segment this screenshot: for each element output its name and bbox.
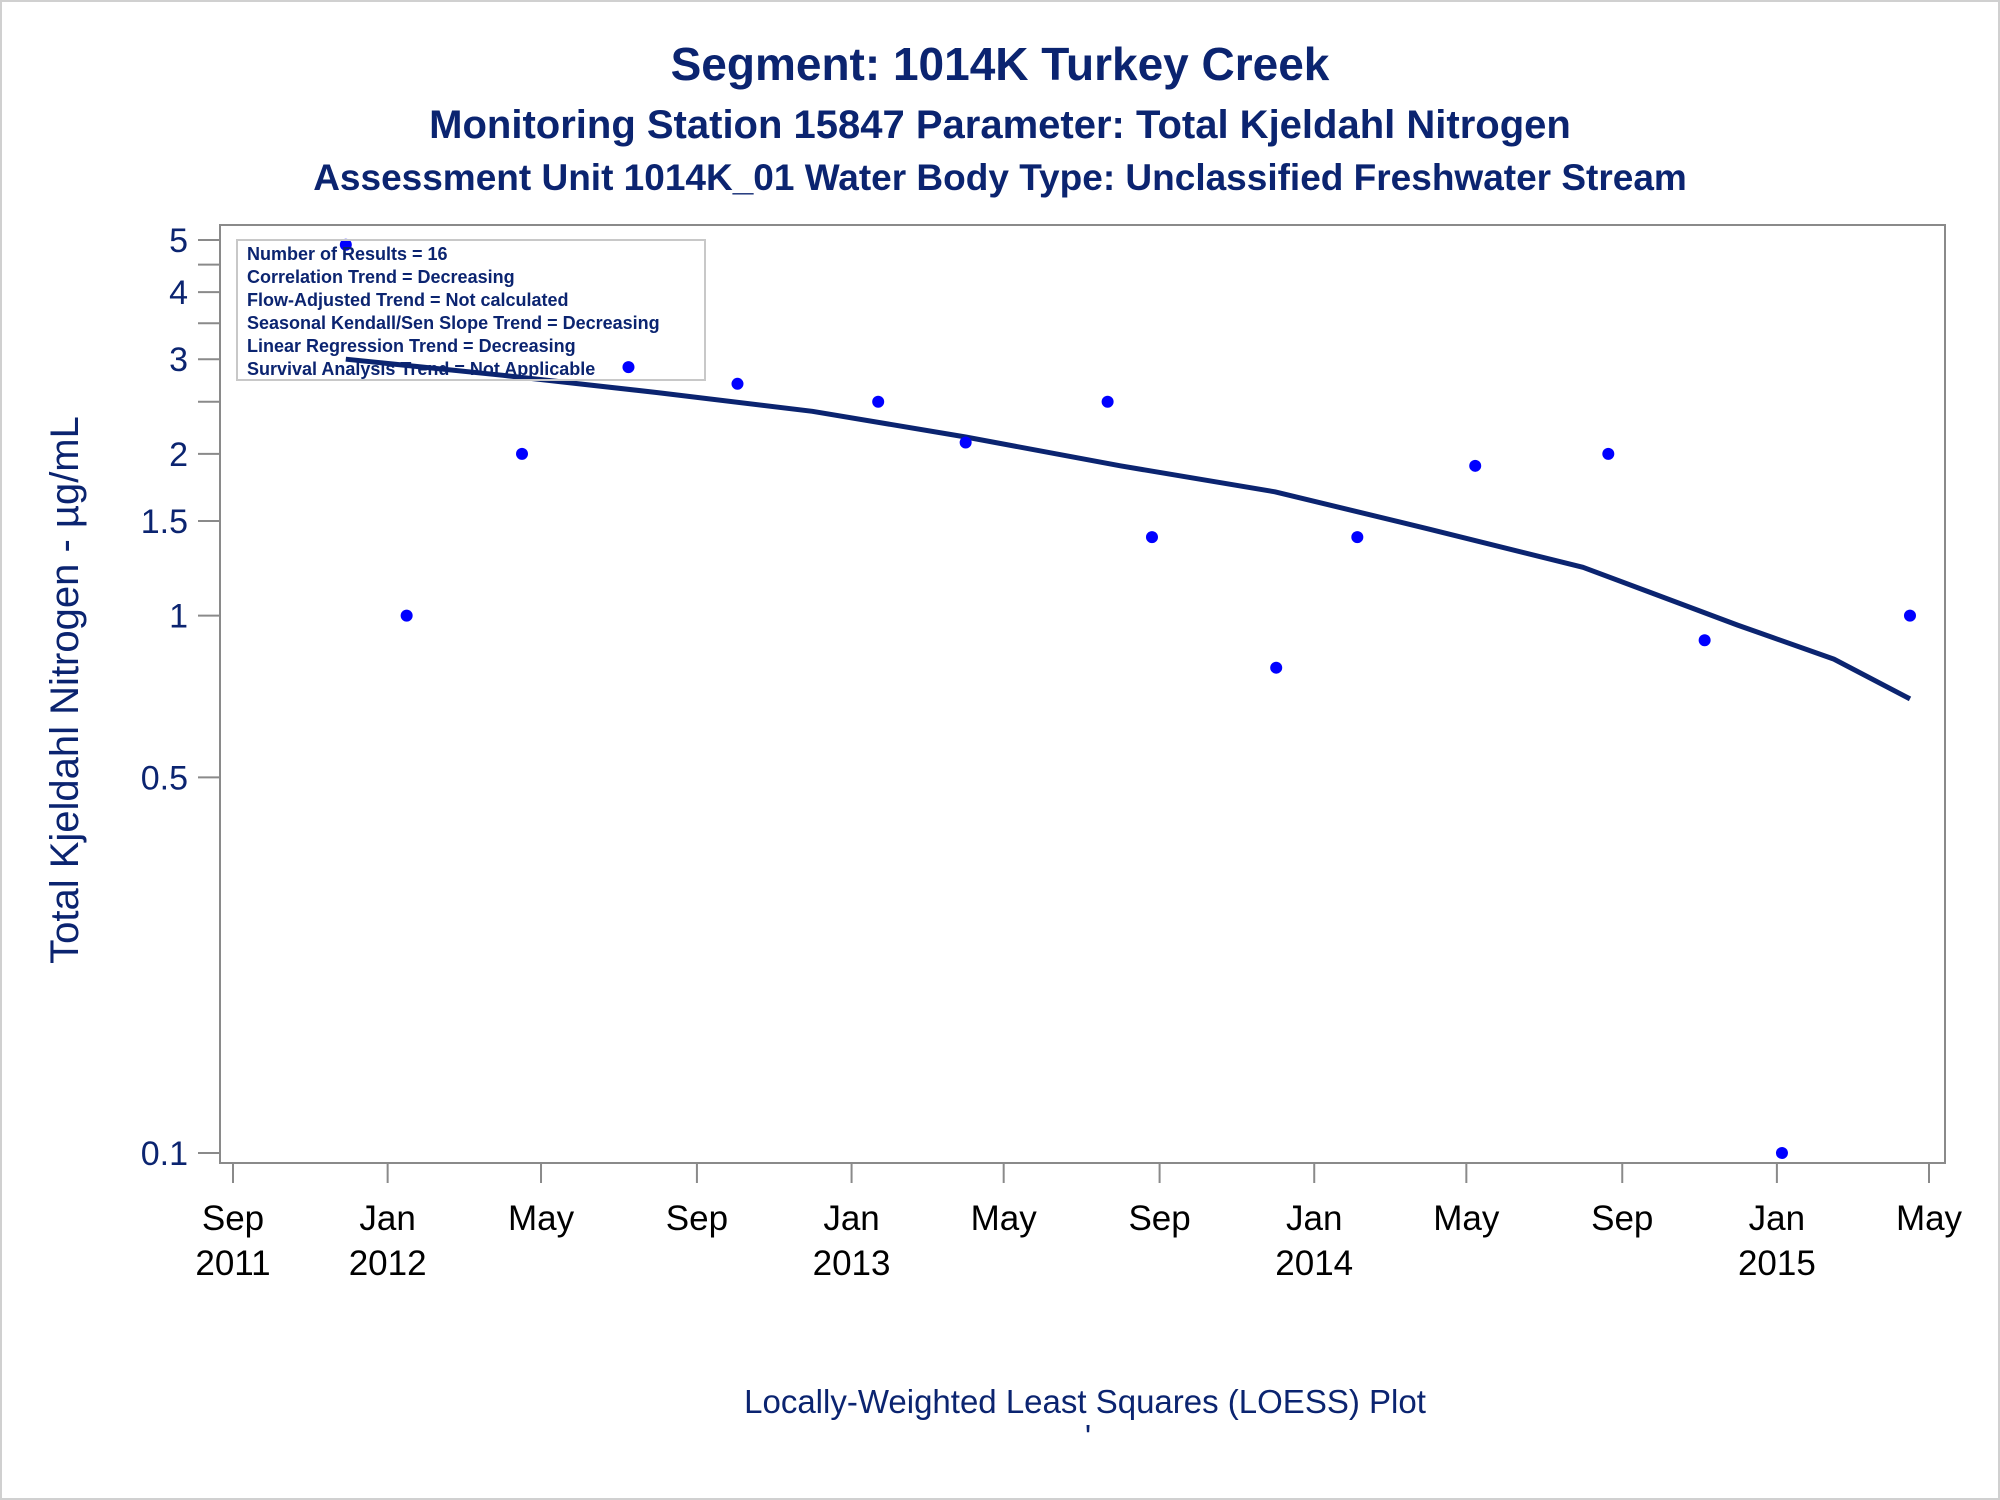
data-point [1775,1147,1788,1159]
y-tick-label: 1.5 [141,503,188,541]
x-tick-year-label: 2015 [1738,1244,1816,1283]
x-tick-label: Jan [1749,1199,1805,1238]
data-point [339,238,352,251]
data-point [516,447,529,460]
data-point [959,436,972,449]
y-tick-label: 4 [169,274,188,312]
chart-title: Segment: 1014K Turkey Creek [671,38,1330,90]
data-point [1602,447,1615,460]
loess-curve [345,356,1912,702]
legend-entry: Linear Regression Trend = Decreasing [247,336,576,356]
data-point [1270,661,1283,674]
legend-entry: Flow-Adjusted Trend = Not calculated [247,290,569,310]
data-point [1698,634,1711,647]
x-tick-label: Jan [359,1199,415,1238]
x-tick-label: May [1896,1199,1963,1238]
y-tick-label: 2 [169,436,188,474]
data-point [400,609,413,622]
x-tick-label: May [1433,1199,1500,1238]
legend-entry: Seasonal Kendall/Sen Slope Trend = Decre… [247,313,660,333]
loess-layer [345,356,1912,702]
x-tick-year-label: 2011 [195,1244,270,1283]
x-tick-year-label: 2012 [349,1244,427,1283]
x-tick-label: Sep [1128,1199,1190,1238]
data-point [1351,531,1364,544]
x-tick-label: Sep [202,1199,264,1238]
data-point [1101,395,1114,408]
data-point [731,377,744,390]
y-tick-label: 3 [169,341,188,379]
footnote: Locally-Weighted Least Squares (LOESS) P… [744,1383,1426,1420]
trend-legend: Number of Results = 16 Correlation Trend … [236,239,706,381]
y-tick-label: 1 [169,598,188,636]
x-tick-label: Sep [1591,1199,1653,1238]
y-tick-label: 0.5 [141,759,188,797]
x-tick-label: May [971,1199,1038,1238]
x-tick-label: Sep [666,1199,728,1238]
x-tick-label: Jan [1286,1199,1342,1238]
data-point [622,361,635,374]
y-axis-label: Total Kjeldahl Nitrogen - µg/mL [43,416,87,964]
x-tick-year-label: 2013 [813,1244,891,1283]
x-tick-label: May [508,1199,575,1238]
x-tick-label: Jan [823,1199,879,1238]
legend-box [236,239,706,381]
y-axis: 0.1 0.5 1 1.5 2 3 4 5 [141,222,221,1173]
legend-entry: Number of Results = 16 [247,244,448,264]
chart-subtitle-2: Assessment Unit 1014K_01 Water Body Type… [313,157,1687,198]
x-axis: Sep 2011 Jan 2012 May Sep Jan 2013 May Sep Jan 2014… [195,1162,1963,1283]
data-point [872,395,885,408]
x-tick-year-label: 2014 [1275,1244,1353,1283]
data-point [1903,609,1916,622]
points-layer [339,238,1916,1159]
legend-entry: Correlation Trend = Decreasing [247,267,515,287]
footnote-mark: ' [1085,1418,1091,1455]
data-point [1469,459,1482,472]
chart-subtitle: Monitoring Station 15847 Parameter: Tota… [429,103,1571,147]
data-point [1145,531,1158,544]
legend-entry: Survival Analysis Trend = Not Applicable [247,359,595,379]
y-tick-label: 5 [169,222,188,260]
y-tick-label: 0.1 [141,1135,188,1173]
